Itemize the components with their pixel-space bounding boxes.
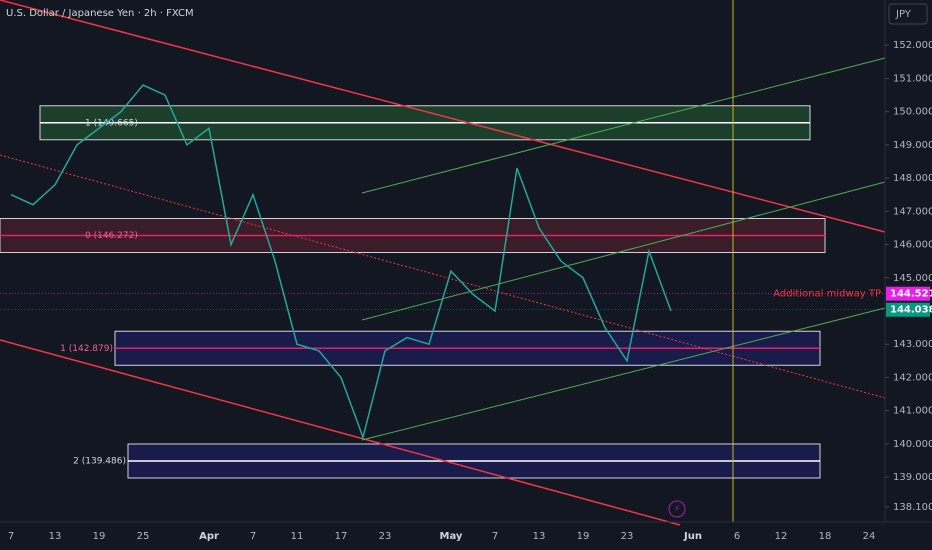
x-tick-label: 12 — [775, 531, 788, 542]
level-label: 0 (146.272) — [85, 231, 138, 241]
level-zone: 2 (139.486) — [73, 443, 821, 479]
x-tick-label: 13 — [533, 531, 546, 542]
event-icon[interactable] — [668, 500, 686, 518]
trend-line — [0, 339, 681, 526]
y-tick-label: 140.000 — [893, 439, 932, 450]
x-tick-label: Jun — [683, 531, 702, 542]
y-tick-label: 139.000 — [893, 472, 932, 483]
price-badge-label: 144.521 — [890, 289, 932, 300]
plot — [0, 0, 886, 526]
y-tick-label: 142.000 — [893, 372, 932, 383]
y-tick-label: 146.000 — [893, 240, 932, 251]
price-line — [10, 84, 672, 440]
x-tick-label: 13 — [49, 531, 62, 542]
x-tick-label: 6 — [734, 531, 740, 542]
y-tick-label: 152.000 — [893, 40, 932, 51]
annotation: Additional midway TP — [773, 289, 881, 300]
level-label: 2 (139.486) — [73, 456, 126, 466]
y-tick-label: 141.000 — [893, 406, 932, 417]
price-badge — [886, 302, 930, 317]
x-tick-label: 19 — [577, 531, 590, 542]
x-tick-label: 17 — [335, 531, 348, 542]
x-tick-label: May — [440, 531, 463, 542]
currency-label[interactable]: JPY — [895, 9, 912, 20]
level-zone: 1 (142.879) — [60, 330, 821, 366]
event-icon-glyph[interactable]: ⚡ — [674, 505, 680, 515]
level-label: 1 (149.665) — [85, 118, 138, 128]
y-tick-label: 149.000 — [893, 140, 932, 151]
price-badge — [886, 286, 930, 301]
x-tick-label: 19 — [93, 531, 106, 542]
y-tick-label: 145.000 — [893, 273, 932, 284]
x-tick-label: 11 — [291, 531, 304, 542]
y-tick-label: 150.000 — [893, 107, 932, 118]
y-tick-label: 151.000 — [893, 73, 932, 84]
level-zone: 0 (146.272) — [0, 218, 826, 254]
y-tick-label: 138.100 — [893, 502, 932, 513]
x-tick-label: 23 — [621, 531, 634, 542]
x-tick-label: 7 — [8, 531, 14, 542]
currency-box[interactable] — [888, 3, 928, 25]
chart-title: U.S. Dollar / Japanese Yen · 2h · FXCM — [6, 8, 194, 19]
channel-line — [361, 307, 886, 441]
price-badge-label: 144.038 — [890, 305, 932, 316]
y-tick-label: 148.000 — [893, 173, 932, 184]
y-tick-label: 143.000 — [893, 339, 932, 350]
trend-line — [0, 0, 886, 233]
trend-line — [0, 154, 886, 399]
x-tick-label: 24 — [863, 531, 876, 542]
level-label: 1 (142.879) — [60, 344, 113, 354]
y-tick-label: 147.000 — [893, 206, 932, 217]
channel-line — [361, 181, 886, 321]
x-tick-label: 7 — [492, 531, 498, 542]
x-tick-label: 7 — [250, 531, 256, 542]
channel-line — [361, 57, 886, 194]
x-tick-label: Apr — [199, 531, 219, 542]
x-tick-label: 25 — [137, 531, 150, 542]
x-tick-label: 18 — [819, 531, 832, 542]
x-tick-label: 23 — [379, 531, 392, 542]
